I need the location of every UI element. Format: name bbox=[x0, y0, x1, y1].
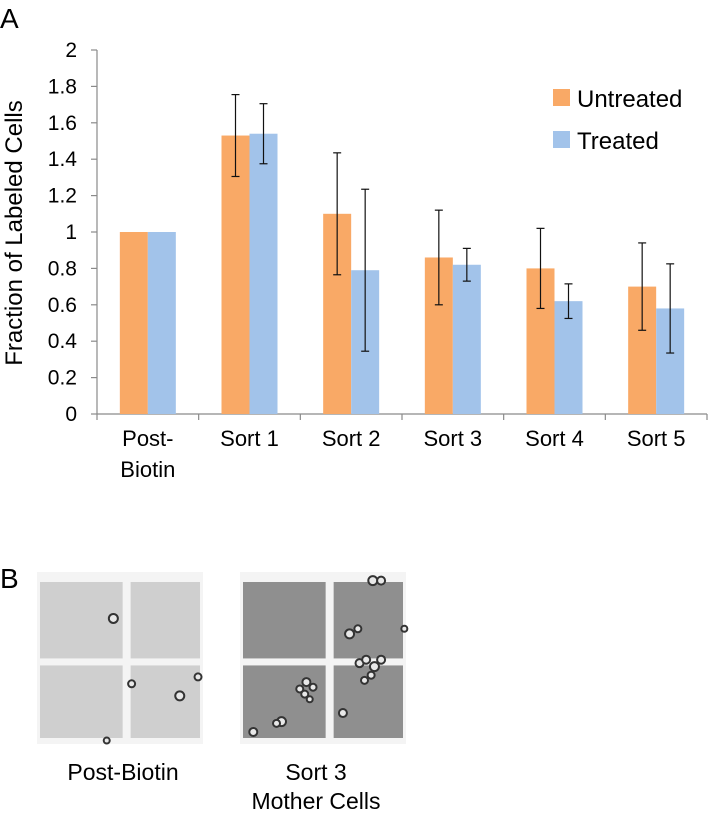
x-tick-label: Post- bbox=[122, 426, 173, 451]
micrograph-caption: Sort 3 bbox=[285, 759, 346, 785]
y-tick-label: 1.2 bbox=[48, 185, 77, 208]
sort3-grid-square bbox=[333, 582, 403, 659]
micrograph-sort3 bbox=[240, 572, 409, 744]
bar-treated bbox=[249, 133, 278, 414]
bar-untreated bbox=[119, 232, 148, 414]
post-biotin-grid-square bbox=[40, 665, 123, 738]
sort3-cell bbox=[360, 675, 369, 685]
post-biotin-cell bbox=[193, 672, 203, 682]
sort3-cell bbox=[272, 718, 282, 728]
bar-treated bbox=[147, 232, 176, 414]
legend-swatch-treated bbox=[553, 131, 570, 148]
y-tick-label: 0 bbox=[65, 403, 77, 426]
post-biotin-cell bbox=[107, 612, 119, 624]
y-tick-label: 0.8 bbox=[48, 257, 77, 280]
sort3-cell bbox=[353, 624, 363, 634]
sort3-cell bbox=[248, 726, 259, 737]
y-tick-label: 0.6 bbox=[48, 294, 77, 317]
x-tick-label: Sort 4 bbox=[525, 426, 584, 451]
micrograph-captions: Post-Biotin Sort 3 Mother Cells bbox=[67, 759, 380, 814]
x-tick-label: Sort 2 bbox=[322, 426, 381, 451]
sort3-cell bbox=[337, 708, 348, 719]
x-tick-label: Biotin bbox=[120, 457, 175, 482]
x-tick-label: Sort 5 bbox=[627, 426, 686, 451]
post-biotin-cell bbox=[174, 690, 186, 702]
legend-label-untreated: Untreated bbox=[577, 86, 682, 113]
sort3-cell bbox=[301, 677, 312, 688]
sort3-cell bbox=[305, 695, 314, 704]
x-tick-label: Sort 3 bbox=[423, 426, 482, 451]
sort3-cell bbox=[361, 654, 372, 665]
sort3-cell bbox=[366, 670, 376, 680]
bar-treated bbox=[554, 301, 583, 414]
y-tick-label: 1.8 bbox=[48, 75, 77, 98]
post-biotin-cell bbox=[127, 679, 137, 689]
post-biotin-cell bbox=[102, 736, 111, 745]
bar-treated bbox=[452, 264, 481, 414]
sort3-cell bbox=[368, 661, 380, 673]
y-axis-label: Fraction of Labeled Cells bbox=[1, 100, 28, 365]
sort3-cell bbox=[344, 628, 356, 640]
panel-label-a: A bbox=[0, 3, 19, 34]
micrograph-caption: Mother Cells bbox=[251, 788, 380, 814]
sort3-grid-square bbox=[243, 665, 326, 738]
sort3-cell bbox=[400, 624, 409, 633]
sort3-cell bbox=[300, 689, 310, 699]
bar-chart: 0 0.2 0.4 0.6 0.8 1 1.2 1.4 1.6 1.8 2 Post- Biotin So… bbox=[48, 39, 708, 482]
micrograph-caption: Post-Biotin bbox=[67, 759, 178, 785]
post-biotin-grid-square bbox=[130, 665, 200, 738]
sort3-cell bbox=[295, 684, 305, 694]
sort3-cell bbox=[376, 654, 387, 665]
y-tick-label: 2 bbox=[65, 39, 77, 62]
post-biotin-grid-square bbox=[130, 582, 200, 659]
y-tick-label: 1.4 bbox=[48, 148, 78, 171]
legend-swatch-untreated bbox=[553, 89, 570, 106]
y-tick-label: 0.4 bbox=[48, 330, 78, 353]
bar-untreated bbox=[221, 135, 250, 415]
sort3-cell bbox=[308, 682, 318, 692]
panel-label-b: B bbox=[0, 563, 19, 594]
legend-label-treated: Treated bbox=[577, 128, 659, 155]
y-tick-label: 0.2 bbox=[48, 367, 77, 390]
y-tick-label: 1 bbox=[65, 221, 77, 244]
y-tick-label: 1.6 bbox=[48, 112, 77, 135]
micrograph-post-biotin bbox=[37, 572, 203, 745]
sort3-cell bbox=[376, 575, 387, 586]
sort3-grid-square bbox=[243, 582, 326, 659]
sort3-cell bbox=[367, 575, 379, 587]
x-tick-label: Sort 1 bbox=[220, 426, 279, 451]
